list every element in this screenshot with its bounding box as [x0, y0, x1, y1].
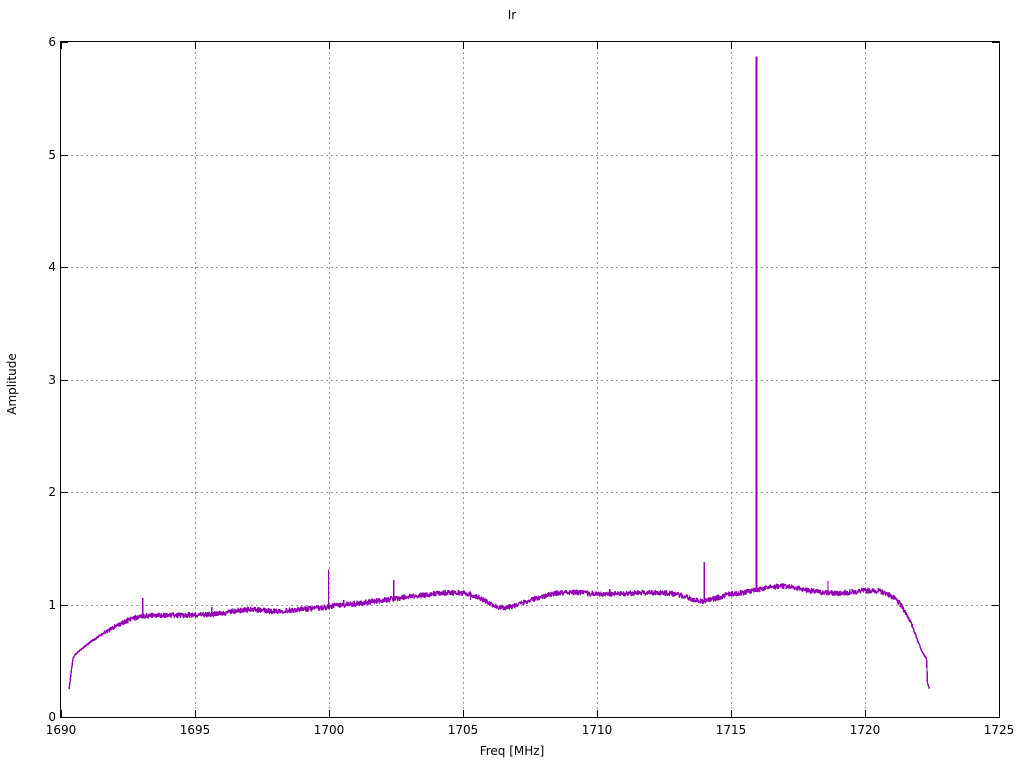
- data-series-group: [68, 56, 930, 690]
- y-tick-label: 0: [48, 710, 56, 724]
- y-tick-label: 2: [48, 485, 56, 499]
- x-tick-label: 1690: [45, 723, 77, 737]
- y-axis-tick-labels: 0 1 2 3 4 5 6: [18, 0, 56, 768]
- x-tick-label: 1720: [849, 723, 881, 737]
- x-tick-label: 1700: [313, 723, 345, 737]
- y-tick-label: 6: [48, 35, 56, 49]
- x-tick-label: 1695: [179, 723, 211, 737]
- y-tick-label: 5: [48, 147, 56, 162]
- plot-svg: [61, 42, 999, 717]
- plot-area: [60, 41, 1000, 718]
- page-title: Ir: [507, 8, 517, 22]
- y-tick-label: 3: [48, 372, 56, 387]
- x-tick-label: 1710: [581, 723, 613, 737]
- y-tick-label: 1: [48, 597, 56, 612]
- data-line: [68, 582, 930, 690]
- x-axis-tick-labels: 1690 1695 1700 1705 1710 1715 1720 1725: [0, 724, 1024, 744]
- x-axis-label: Freq [MHz]: [479, 744, 545, 758]
- grid-lines: [61, 42, 999, 717]
- x-tick-label: 1715: [715, 723, 747, 737]
- x-tick-label: 1725: [983, 723, 1015, 737]
- x-tick-label: 1705: [447, 723, 479, 737]
- y-tick-label: 4: [48, 260, 56, 274]
